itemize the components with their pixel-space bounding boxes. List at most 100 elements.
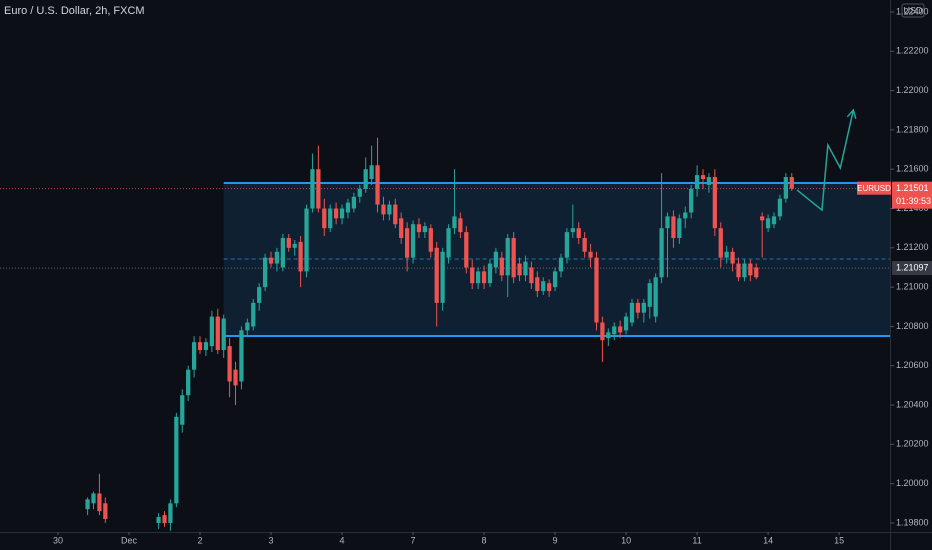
y-tick-label: 1.20800 (896, 321, 929, 331)
y-tick-label: 1.20400 (896, 399, 929, 409)
candle-body (168, 503, 173, 523)
y-tick-label: 1.20200 (896, 439, 929, 449)
x-tick-label: 4 (340, 535, 345, 545)
candle-body (493, 251, 499, 268)
candle-body (481, 271, 487, 284)
candle-body (91, 493, 96, 504)
candle-body (191, 342, 197, 370)
candle-body (760, 216, 765, 221)
candle-body (582, 237, 587, 252)
candle-body (629, 302, 635, 323)
candle-body (736, 263, 741, 278)
candle-body (404, 228, 410, 258)
candle-body (422, 226, 428, 233)
candle-body (765, 218, 771, 229)
candle-body (85, 499, 90, 510)
candle-body (310, 169, 315, 209)
candle-body (322, 208, 327, 229)
candle-body (552, 271, 558, 288)
candle-body (363, 169, 368, 189)
candle-body (274, 251, 280, 264)
candle-body (197, 342, 203, 351)
candle-body (748, 263, 753, 276)
candle-body (570, 228, 575, 233)
candle-body (789, 177, 794, 189)
candle-body (387, 204, 392, 215)
candle-body (440, 251, 445, 303)
candle-body (535, 277, 540, 292)
candle-body (665, 216, 670, 229)
candle-body (103, 503, 108, 520)
currency-label: USD (903, 5, 923, 15)
candle-body (156, 517, 161, 523)
candle-body (416, 224, 422, 233)
candle-body (97, 493, 102, 512)
candle-body (186, 369, 191, 396)
candle-body (718, 228, 723, 258)
x-tick-label: 15 (834, 535, 844, 545)
candle-body (523, 261, 528, 276)
projection-arrow-head (846, 108, 857, 119)
candle-body (257, 287, 262, 303)
candle-body (499, 257, 504, 276)
chart-title: Euro / U.S. Dollar, 2h, FXCM (4, 5, 145, 17)
candle-body (239, 330, 244, 382)
candle-body (357, 188, 362, 197)
y-tick-label: 1.20600 (896, 360, 929, 370)
candle-body (683, 212, 688, 219)
candle-body (470, 267, 475, 284)
x-tick-label: 8 (482, 535, 487, 545)
candle-body (505, 237, 510, 276)
candle-body (671, 216, 676, 238)
candle-body (410, 224, 416, 258)
candle-body (262, 257, 268, 288)
candle-body (381, 204, 386, 215)
candle-body (529, 267, 534, 284)
candle-body (233, 369, 238, 386)
x-tick-label: 9 (553, 535, 558, 545)
candle-body (700, 175, 706, 180)
candle-body (328, 208, 333, 229)
last-price-label: 1.21501 (896, 183, 929, 193)
y-tick-label: 1.21600 (896, 164, 929, 174)
candle-body (333, 208, 339, 219)
mark-price-label-bg (892, 261, 932, 276)
candle-body (221, 318, 226, 351)
candle-body (227, 346, 232, 382)
candle-body (594, 257, 599, 323)
candle-body (458, 218, 463, 233)
candle-body (209, 316, 214, 347)
y-tick-label: 1.21000 (896, 282, 929, 292)
x-tick-label: 11 (692, 535, 701, 545)
candle-body (180, 395, 185, 425)
y-tick-label: 1.21200 (896, 242, 929, 252)
candle-body (304, 208, 309, 272)
candle-body (641, 302, 646, 313)
candle-body (564, 232, 570, 258)
x-tick-label: 3 (269, 535, 274, 545)
candle-body (706, 177, 712, 185)
y-tick-label: 1.20000 (896, 478, 929, 488)
candle-body (677, 218, 682, 238)
candle-body (659, 228, 664, 278)
candle-body (754, 267, 759, 278)
candle-body (345, 202, 351, 213)
candle-body (635, 302, 641, 313)
x-tick-label: 2 (198, 535, 203, 545)
candle-body (517, 263, 522, 276)
candle-body (612, 326, 617, 335)
candle-body (600, 322, 605, 341)
candle-body (292, 243, 297, 248)
mark-price-label: 1.21097 (896, 262, 929, 272)
candle-body (547, 283, 552, 292)
last-price-label-bg (892, 181, 932, 209)
x-tick-label: 14 (763, 535, 773, 545)
candle-body (251, 302, 256, 327)
candle-body (446, 228, 451, 258)
candle-body (647, 283, 652, 307)
currency-box (901, 3, 925, 18)
candle-body (203, 342, 209, 351)
y-tick-label: 1.21800 (896, 124, 929, 134)
candle-body (316, 169, 321, 209)
